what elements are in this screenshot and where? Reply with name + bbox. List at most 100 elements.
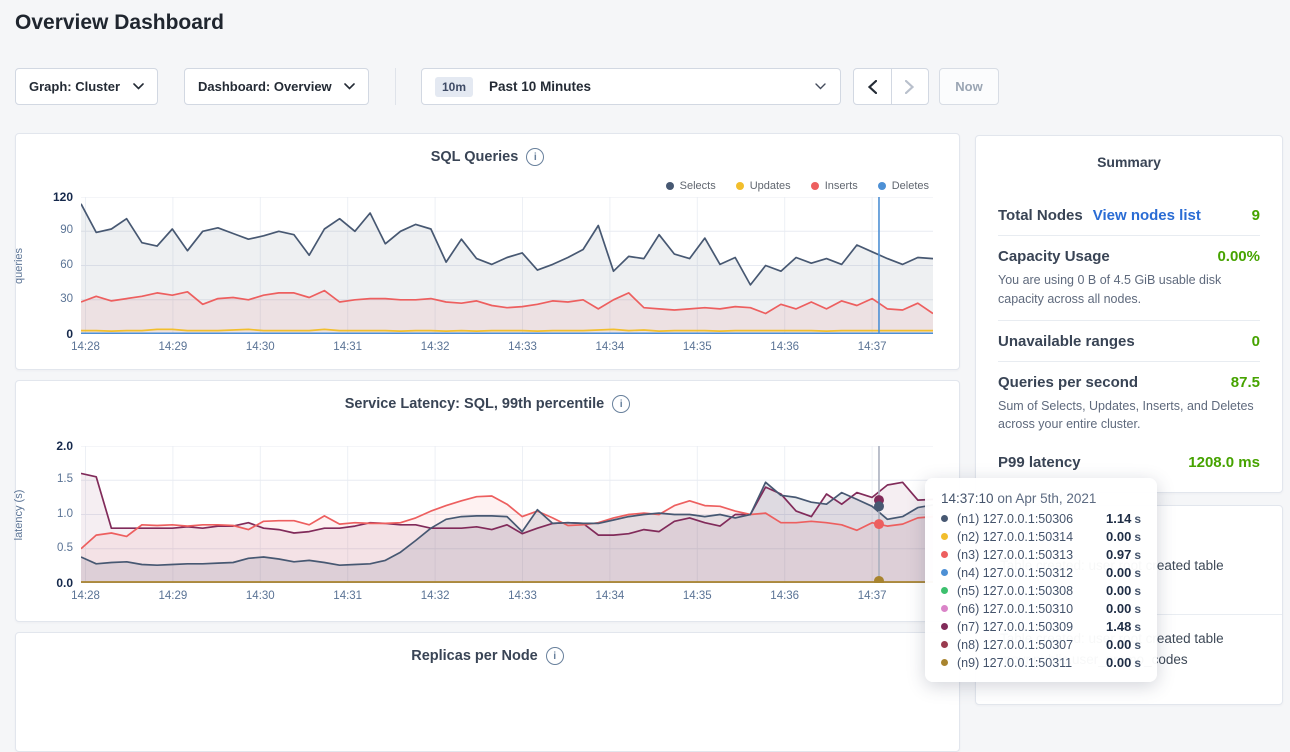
info-icon[interactable]: i <box>526 148 545 166</box>
summary-label: Capacity Usage <box>998 248 1110 265</box>
y-axis-tick: 30 <box>60 292 73 305</box>
series-color-dot <box>941 605 948 612</box>
tooltip-unit: s <box>1134 583 1141 598</box>
y-axis-tick: 1.0 <box>57 507 73 520</box>
tooltip-unit: s <box>1134 547 1141 562</box>
time-range-label: Past 10 Minutes <box>489 79 592 94</box>
service-latency-chart-card: Service Latency: SQL, 99th percentile i 0… <box>13 380 960 622</box>
plot-svg <box>81 197 933 334</box>
y-axis-tick: 0.5 <box>57 541 73 554</box>
tooltip-node-label: (n3) 127.0.0.1:50313 <box>957 547 1074 562</box>
chart-hover-tooltip: 14:37:10 on Apr 5th, 2021 (n1) 127.0.0.1… <box>925 478 1157 682</box>
sql-queries-plot[interactable]: 0 30 60 90 120 14:28 14:29 14:30 14:31 14:32 14:33… <box>13 190 933 353</box>
summary-row-header: P99 latency 1208.0 ms <box>998 454 1260 471</box>
y-axis-label: latency (s) <box>13 489 25 540</box>
tooltip-node-label: (n4) 127.0.0.1:50312 <box>957 565 1074 580</box>
summary-row: Unavailable ranges 0 <box>998 324 1260 362</box>
x-axis-tick: 14:31 <box>333 341 363 353</box>
summary-row: Total Nodes View nodes list 9 <box>998 198 1260 236</box>
chart-title: SQL Queries <box>430 149 519 165</box>
x-axis-tick: 14:35 <box>682 341 712 353</box>
legend-item-updates[interactable]: Updates <box>735 180 791 192</box>
graph-dropdown-label: Graph: Cluster <box>29 79 121 94</box>
legend-label: Inserts <box>824 180 858 192</box>
tooltip-unit: s <box>1134 655 1141 670</box>
info-icon[interactable]: i <box>612 395 631 413</box>
tooltip-unit: s <box>1134 619 1141 634</box>
summary-description: You are using 0 B of 4.5 GiB usable disk… <box>998 273 1222 306</box>
legend-item-inserts[interactable]: Inserts <box>810 180 858 192</box>
x-axis-tick: 14:33 <box>508 590 537 602</box>
tooltip-row: (n1) 127.0.0.1:50306 1.14 s <box>941 511 1141 526</box>
summary-title: Summary <box>1097 154 1161 170</box>
legend-item-selects[interactable]: Selects <box>665 180 716 192</box>
summary-label: P99 latency <box>998 454 1081 471</box>
y-axis-label: queries <box>13 247 25 284</box>
time-range-badge: 10m <box>435 76 474 97</box>
chart-header: SQL Queries i <box>16 148 959 168</box>
now-button[interactable]: Now <box>939 68 999 105</box>
legend-item-deletes[interactable]: Deletes <box>877 180 929 192</box>
tooltip-node-label: (n2) 127.0.0.1:50314 <box>957 529 1074 544</box>
info-icon[interactable]: i <box>545 647 564 665</box>
legend-label: Deletes <box>891 180 929 192</box>
tooltip-node-label: (n8) 127.0.0.1:50307 <box>957 637 1074 652</box>
chart-title: Service Latency: SQL, 99th percentile <box>344 396 605 412</box>
series-color-dot <box>941 659 948 666</box>
y-axis-tick: 60 <box>60 258 73 271</box>
x-axis-tick: 14:33 <box>508 341 537 353</box>
tooltip-row: (n5) 127.0.0.1:50308 0.00 s <box>941 583 1141 598</box>
dashboard-dropdown[interactable]: Dashboard: Overview <box>184 68 369 105</box>
tooltip-node-label: (n1) 127.0.0.1:50306 <box>957 511 1074 526</box>
summary-value: 0.00% <box>1217 248 1260 265</box>
chevron-right-icon <box>905 79 915 94</box>
time-nav-group <box>853 68 929 105</box>
summary-value: 9 <box>1251 207 1260 224</box>
summary-row-header: Total Nodes View nodes list 9 <box>998 207 1260 224</box>
legend-label: Selects <box>679 180 716 192</box>
summary-row-header: Unavailable ranges 0 <box>998 333 1260 350</box>
tooltip-row: (n4) 127.0.0.1:50312 0.00 s <box>941 565 1141 580</box>
chevron-down-icon <box>344 83 355 90</box>
replicas-per-node-chart-card: Replicas per Node i <box>15 632 960 752</box>
legend-dot <box>665 182 674 190</box>
tooltip-unit: s <box>1134 601 1141 616</box>
service-latency-plot[interactable]: 0.0 0.5 1.0 1.5 2.0 14:28 14:29 14:30 14:31 14:32… <box>13 439 933 602</box>
summary-description: Sum of Selects, Updates, Inserts, and De… <box>998 398 1254 432</box>
chart-legend: Selects Updates Inserts Deletes <box>665 180 929 192</box>
view-nodes-link[interactable]: View nodes list <box>1092 207 1201 224</box>
tooltip-row: (n2) 127.0.0.1:50314 0.00 s <box>941 529 1141 544</box>
summary-label: Unavailable ranges <box>998 332 1135 350</box>
summary-row: Queries per second 87.5 Sum of Selects, Up… <box>998 365 1260 446</box>
tooltip-value: 0.00 <box>1106 655 1132 670</box>
tooltip-node-label: (n6) 127.0.0.1:50310 <box>957 601 1074 616</box>
summary-value: 87.5 <box>1230 373 1260 391</box>
x-axis-tick: 14:36 <box>770 590 800 602</box>
chart-title: Replicas per Node <box>411 648 538 664</box>
series-color-dot <box>941 569 948 576</box>
y-axis-tick: 1.5 <box>57 473 73 486</box>
tooltip-value: 0.97 <box>1106 547 1132 562</box>
chart-header: Replicas per Node i <box>16 647 959 667</box>
time-prev-button[interactable] <box>854 69 892 104</box>
time-next-button[interactable] <box>892 69 929 104</box>
x-axis-tick: 14:32 <box>420 341 450 353</box>
legend-dot <box>877 182 886 190</box>
tooltip-value: 1.48 <box>1106 619 1132 634</box>
y-axis-tick: 90 <box>60 224 73 237</box>
x-axis-tick: 14:29 <box>158 590 188 602</box>
x-axis-tick: 14:31 <box>333 590 363 602</box>
graph-dropdown[interactable]: Graph: Cluster <box>15 68 158 105</box>
x-axis-tick: 14:36 <box>770 341 800 353</box>
chart-header: Service Latency: SQL, 99th percentile i <box>16 395 959 415</box>
plot-svg <box>81 446 933 583</box>
tooltip-unit: s <box>1134 565 1141 580</box>
tooltip-row: (n6) 127.0.0.1:50310 0.00 s <box>941 601 1141 616</box>
x-axis-tick: 14:28 <box>71 341 100 353</box>
summary-row: P99 latency 1208.0 ms <box>998 445 1260 482</box>
x-axis-tick: 14:37 <box>857 590 887 602</box>
time-range-picker[interactable]: 10m Past 10 Minutes <box>421 68 841 105</box>
tooltip-timestamp: 14:37:10 on Apr 5th, 2021 <box>941 491 1097 506</box>
legend-dot <box>810 182 819 190</box>
x-axis-tick: 14:35 <box>682 590 712 602</box>
